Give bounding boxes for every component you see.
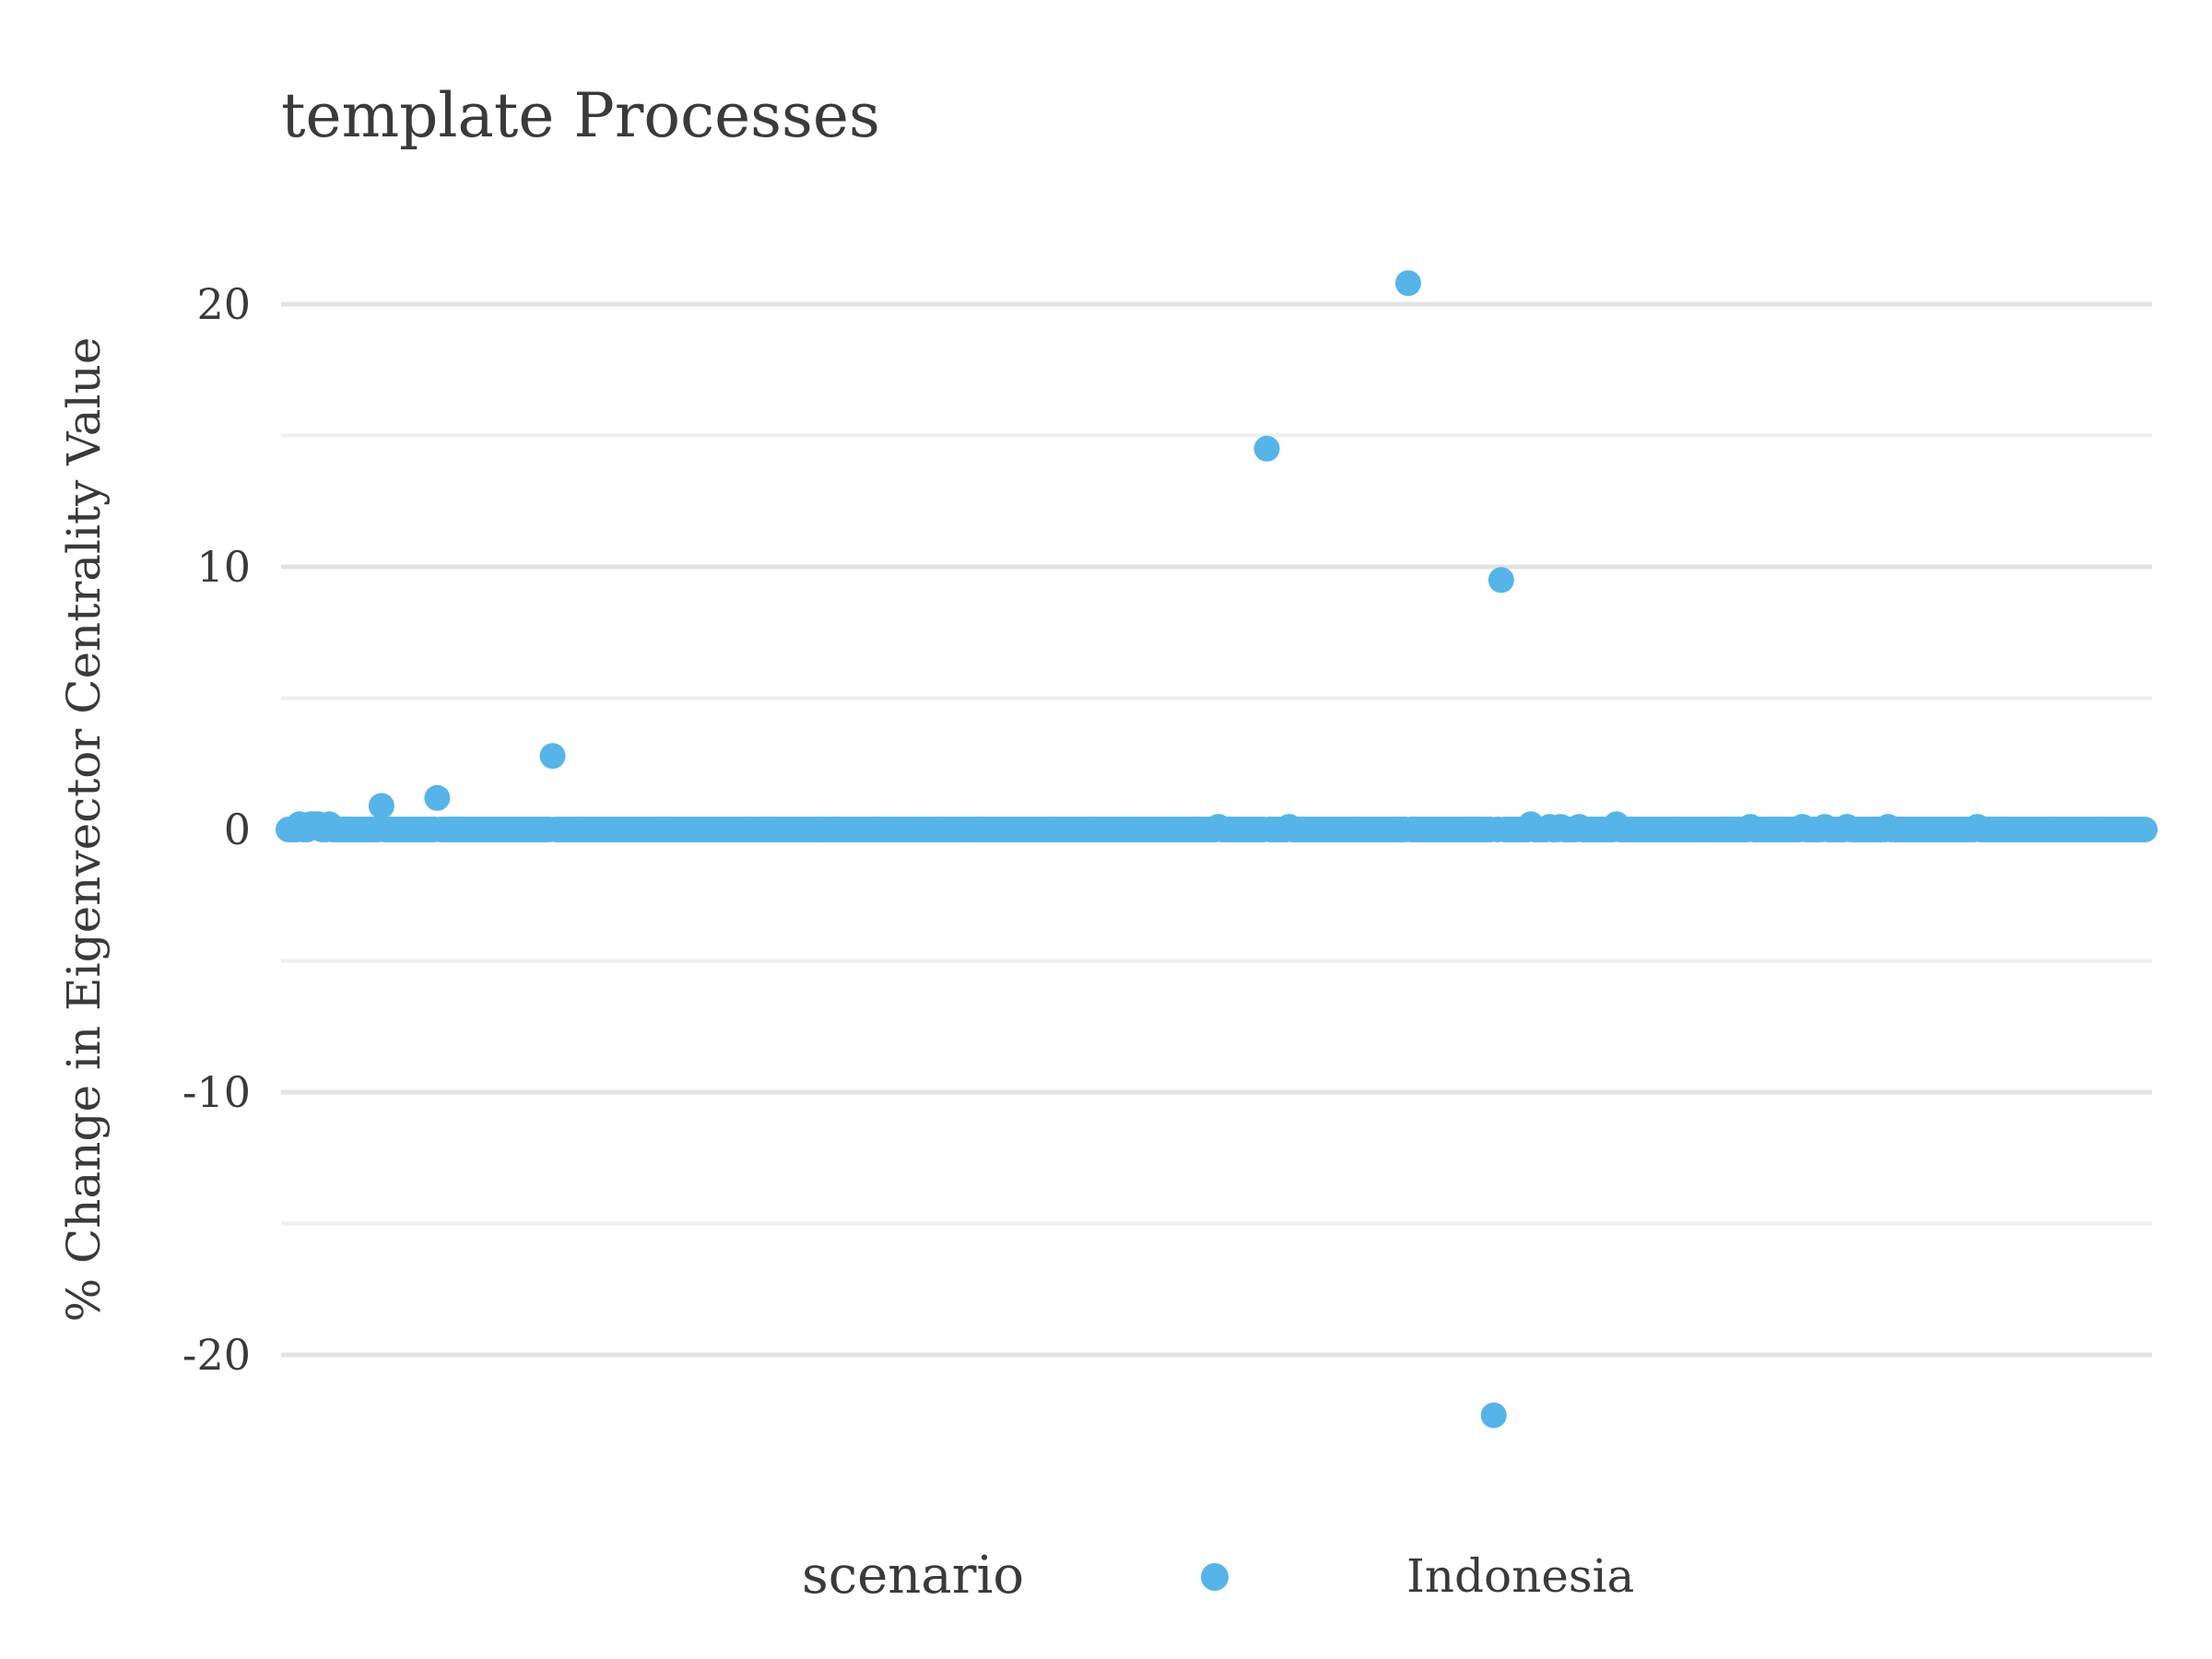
chart-title: template Processes (281, 80, 880, 151)
y-tick-label: -20 (182, 1330, 251, 1380)
data-point (1480, 1402, 1507, 1429)
data-point (368, 793, 394, 819)
legend-marker-indonesia (1201, 1563, 1229, 1591)
y-tick-label: -10 (182, 1067, 251, 1117)
legend-label-indonesia: Indonesia (1406, 1549, 1634, 1603)
y-tick-label: 20 (196, 279, 251, 329)
data-point (539, 743, 566, 770)
data-point (1488, 567, 1514, 594)
legend-title: scenario (802, 1546, 1024, 1606)
y-axis-label: % Change in Eigenvector Centrality Value (57, 337, 111, 1323)
data-point (1253, 435, 1280, 462)
data-point (2132, 817, 2158, 842)
y-axis-ticks: 20 10 0 -10 -20 (182, 279, 251, 1380)
y-tick-label: 10 (196, 542, 251, 592)
data-point (424, 784, 451, 811)
y-tick-label: 0 (224, 805, 251, 854)
data-point (1394, 270, 1421, 297)
data-points (276, 270, 2158, 1429)
legend: scenario Indonesia (802, 1546, 1634, 1606)
